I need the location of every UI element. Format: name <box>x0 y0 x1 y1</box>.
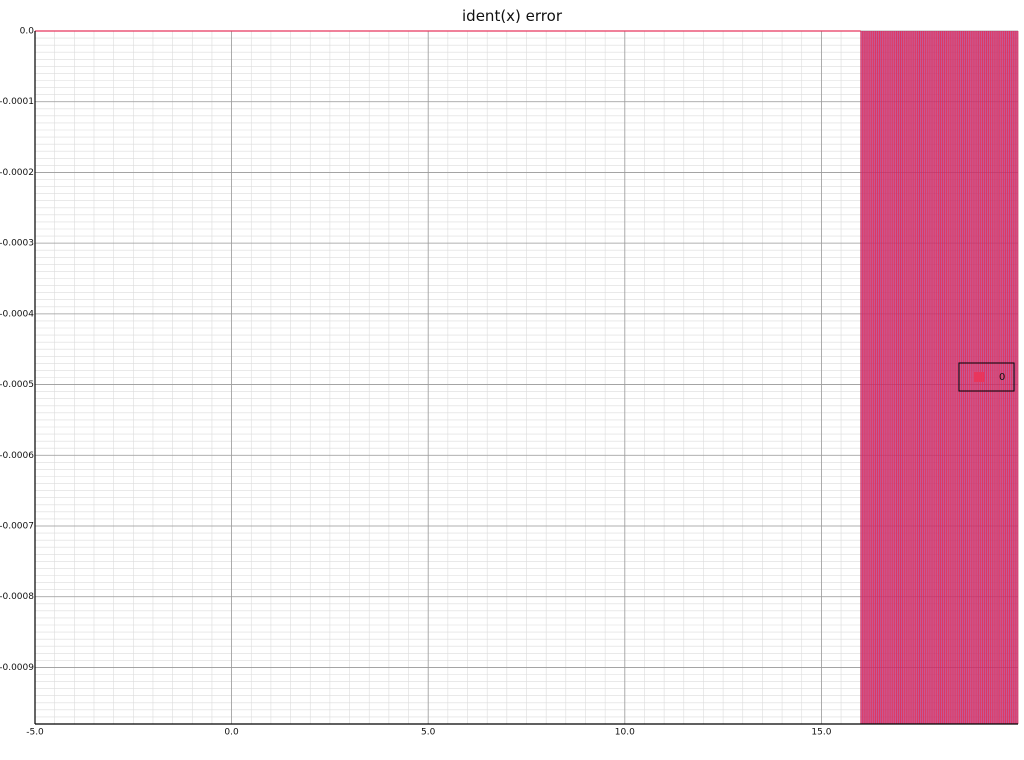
x-tick-label: 0.0 <box>224 728 239 738</box>
legend-box <box>958 362 1015 392</box>
legend-swatch <box>974 372 984 382</box>
y-tick-label: -0.0004 <box>0 309 34 319</box>
series-layer <box>35 30 1019 724</box>
y-tick-label: -0.0005 <box>0 380 34 390</box>
chart-title: ident(x) error <box>462 7 562 25</box>
x-tick-label: 5.0 <box>421 728 436 738</box>
y-tick-label: -0.0006 <box>0 451 34 461</box>
legend: 0 <box>958 362 1015 392</box>
y-tick-label: -0.0008 <box>0 592 34 602</box>
series-area-oscillation <box>860 31 1018 724</box>
y-tick-label: -0.0003 <box>0 239 34 249</box>
y-tick-label: -0.0009 <box>0 663 34 673</box>
y-tick-label: -0.0001 <box>0 97 34 107</box>
x-tick-label: 10.0 <box>615 728 635 738</box>
y-tick-label: -0.0002 <box>0 168 34 178</box>
tick-labels: -5.0 0.0 5.0 10.0 15.0 0.0 -0.0001 -0.0002 -0.00… <box>0 27 832 738</box>
axes <box>34 31 1018 725</box>
x-tick-label: -5.0 <box>26 728 44 738</box>
legend-label: 0 <box>999 372 1005 383</box>
y-tick-label: -0.0007 <box>0 522 34 532</box>
y-tick-label: 0.0 <box>20 27 35 37</box>
x-tick-label: 15.0 <box>811 728 831 738</box>
